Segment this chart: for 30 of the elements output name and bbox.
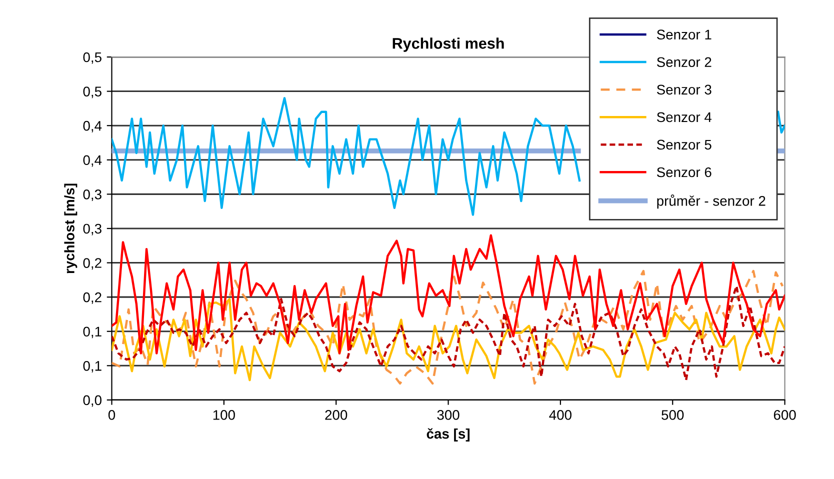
legend-label: Senzor 4 (656, 112, 712, 122)
x-axis-title: čas [s] (426, 428, 470, 442)
x-tick-label: 200 (325, 410, 348, 420)
x-tick-label: 600 (774, 410, 796, 420)
x-tick-label: 300 (437, 410, 460, 420)
y-tick-label: 0,0 (83, 395, 102, 407)
y-tick-label: 0,5 (83, 86, 102, 98)
legend-label: Senzor 2 (656, 57, 712, 68)
y-axis-title: rychlost [m/s] (64, 184, 78, 274)
legend-label: průměr - senzor 2 (657, 194, 766, 209)
x-tick-label: 0 (108, 410, 116, 420)
x-tick-label: 500 (662, 410, 684, 420)
y-tick-label: 0,4 (83, 155, 102, 167)
y-tick-label: 0,5 (83, 52, 102, 64)
y-tick-label: 0,1 (83, 326, 102, 338)
y-tick-label: 0,3 (83, 190, 102, 201)
y-tick-label: 0,2 (83, 258, 102, 270)
legend-label: Senzor 1 (656, 30, 712, 40)
chart-title: Rychlosti mesh (392, 38, 504, 52)
x-tick-label: 400 (549, 410, 572, 420)
x-tick-label: 100 (213, 410, 235, 420)
y-tick-label: 0,1 (83, 361, 102, 372)
line-series (112, 270, 784, 385)
legend-label: Senzor 5 (656, 140, 712, 150)
y-tick-label: 0,2 (83, 292, 102, 304)
legend-label: Senzor 3 (656, 84, 712, 95)
legend-label: Senzor 6 (656, 167, 712, 178)
y-tick-label: 0,3 (83, 224, 102, 236)
y-tick-label: 0,4 (83, 120, 102, 132)
line-series (112, 234, 785, 354)
